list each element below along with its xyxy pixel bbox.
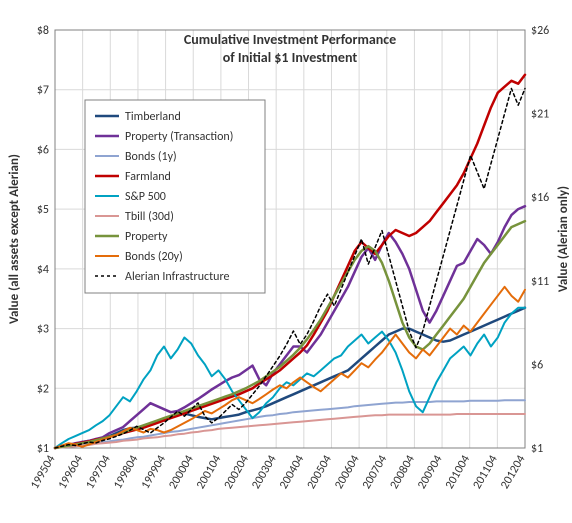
xtick: 200504 xyxy=(305,453,335,492)
legend-item: Bonds (20y) xyxy=(125,250,183,264)
legend-item: Tbill (30d) xyxy=(125,210,174,224)
ytick-left: $2 xyxy=(37,382,49,396)
ytick-right: $6 xyxy=(531,358,543,372)
legend: Timberland Property (Transaction) Bonds (1… xyxy=(85,100,265,293)
xtick: 200704 xyxy=(360,453,390,492)
ytick-left: $5 xyxy=(37,203,49,217)
y-axis-left-label: Value (all assets except Alerian) xyxy=(7,154,22,324)
legend-item: Farmland xyxy=(125,170,171,184)
xtick: 199904 xyxy=(139,453,169,492)
xtick: 199804 xyxy=(111,453,141,492)
chart-svg: $1$2$3$4$5$6$7$8$1$6$11$16$21$2619950419… xyxy=(0,0,572,523)
ytick-right: $16 xyxy=(531,191,549,205)
xtick: 199704 xyxy=(83,453,113,492)
legend-item: Bonds (1y) xyxy=(125,150,177,164)
legend-item: Timberland xyxy=(125,110,181,124)
xtick: 200804 xyxy=(388,453,418,492)
ytick-right: $11 xyxy=(531,275,549,289)
xtick: 200104 xyxy=(194,453,224,492)
ytick-left: $4 xyxy=(37,263,49,277)
legend-item: Property (Transaction) xyxy=(125,130,233,144)
ytick-right: $21 xyxy=(531,108,549,122)
xtick: 201104 xyxy=(470,453,500,492)
xtick: 201004 xyxy=(443,453,473,492)
xtick: 199504 xyxy=(28,453,58,492)
chart-container: $1$2$3$4$5$6$7$8$1$6$11$16$21$2619950419… xyxy=(0,0,572,523)
ytick-left: $8 xyxy=(37,24,49,38)
xtick: 199604 xyxy=(56,453,86,492)
xtick: 200204 xyxy=(222,453,252,492)
legend-item: Alerian Infrastructure xyxy=(125,270,229,284)
chart-title-1: Cumulative Investment Performance xyxy=(184,31,396,48)
legend-item: S&P 500 xyxy=(125,190,166,204)
xtick: 200304 xyxy=(249,453,279,492)
ytick-right: $26 xyxy=(531,24,549,38)
ytick-left: $3 xyxy=(37,323,49,337)
xtick: 200404 xyxy=(277,453,307,492)
xtick: 200904 xyxy=(415,453,445,492)
xtick: 200004 xyxy=(166,453,196,492)
y-axis-right-label: Value (Alerian only) xyxy=(556,186,571,292)
xtick: 201204 xyxy=(498,453,528,492)
chart-title-2: of Initial $1 Investment xyxy=(223,49,358,66)
ytick-right: $1 xyxy=(531,442,543,456)
legend-item: Property xyxy=(125,230,168,244)
ytick-left: $6 xyxy=(37,143,49,157)
ytick-left: $7 xyxy=(37,84,49,98)
xtick: 200604 xyxy=(332,453,362,492)
